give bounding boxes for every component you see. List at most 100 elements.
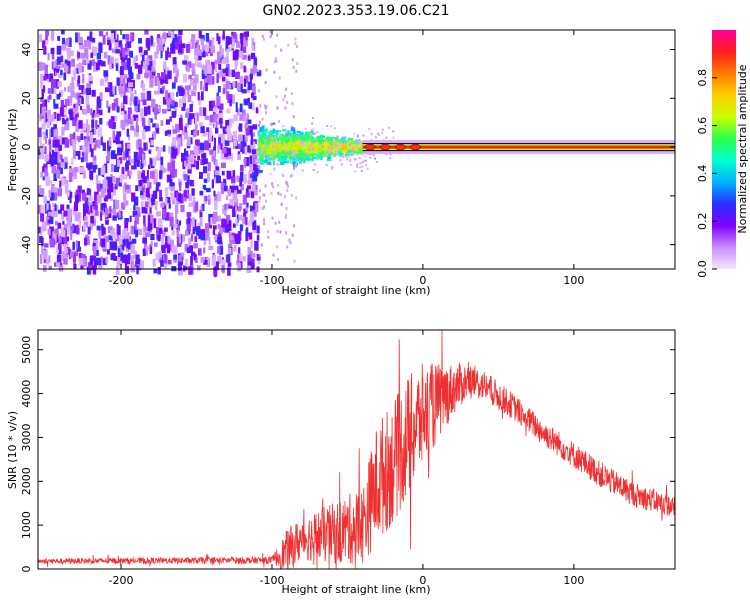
noise-cell — [124, 83, 128, 92]
noise-cell — [61, 126, 65, 136]
noise-cell — [199, 172, 203, 179]
noise-cell — [187, 114, 191, 123]
noise-cell — [190, 130, 196, 135]
transition-cell — [353, 132, 356, 135]
noise-cell — [89, 162, 93, 170]
noise-cell — [182, 93, 186, 99]
noise-cell — [207, 162, 211, 172]
noise-cell — [252, 102, 255, 111]
noise-cell — [184, 126, 187, 133]
noise-cell — [178, 30, 183, 35]
noise-cell — [40, 62, 46, 71]
transition-cell — [299, 155, 302, 158]
noise-cell — [85, 145, 88, 151]
noise-cell — [95, 174, 99, 184]
noise-cell — [221, 259, 226, 266]
noise-cell — [201, 153, 204, 159]
noise-cell — [249, 164, 252, 172]
noise-cell — [276, 106, 279, 110]
noise-cell — [265, 105, 268, 109]
transition-cell — [261, 144, 264, 149]
transition-cell — [257, 151, 260, 154]
transition-cell — [352, 146, 357, 150]
noise-cell — [143, 50, 148, 56]
transition-cell — [356, 135, 359, 138]
noise-cell — [173, 254, 178, 260]
noise-cell — [147, 119, 151, 130]
transition-cell — [361, 165, 364, 168]
noise-cell — [53, 99, 56, 105]
noise-cell — [227, 118, 233, 128]
noise-cell — [111, 150, 116, 160]
transition-cell — [342, 141, 345, 144]
noise-cell — [150, 170, 155, 179]
noise-cell — [86, 131, 89, 141]
noise-cell — [211, 37, 215, 48]
noise-cell — [286, 245, 289, 249]
noise-cell — [60, 69, 63, 76]
noise-cell — [127, 252, 131, 261]
noise-cell — [146, 57, 150, 65]
transition-cell — [278, 149, 283, 155]
noise-cell — [86, 104, 90, 113]
noise-cell — [107, 39, 112, 46]
noise-cell — [267, 235, 270, 239]
noise-cell — [83, 170, 86, 179]
noise-cell — [247, 145, 251, 153]
noise-cell — [44, 46, 47, 54]
noise-cell — [250, 191, 255, 199]
noise-cell — [92, 37, 96, 43]
noise-cell — [54, 240, 57, 245]
noise-cell — [112, 85, 116, 95]
noise-cell — [49, 233, 53, 239]
noise-cell — [166, 241, 172, 246]
noise-cell — [116, 212, 119, 219]
transition-cell — [272, 152, 275, 155]
noise-cell — [168, 146, 172, 154]
noise-cell — [78, 97, 82, 104]
noise-cell — [51, 210, 54, 219]
noise-cell — [56, 149, 61, 160]
noise-cell — [174, 36, 179, 45]
noise-cell — [220, 124, 223, 129]
noise-cell — [138, 64, 143, 74]
noise-cell — [156, 227, 159, 235]
noise-cell — [123, 61, 129, 71]
transition-cell — [329, 152, 332, 157]
noise-cell — [68, 172, 73, 182]
noise-cell — [42, 176, 47, 181]
noise-cell — [263, 222, 266, 226]
noise-cell — [54, 187, 58, 193]
transition-cell — [272, 145, 275, 148]
noise-cell — [136, 104, 140, 113]
transition-cell — [259, 154, 262, 157]
noise-cell — [81, 123, 87, 132]
noise-cell — [71, 58, 75, 67]
noise-cell — [56, 113, 60, 121]
noise-cell — [184, 123, 189, 128]
noise-cell — [174, 204, 179, 215]
transition-cell — [356, 143, 359, 146]
noise-cell — [124, 43, 128, 52]
noise-cell — [141, 188, 145, 193]
noise-cell — [126, 238, 129, 249]
noise-cell — [64, 229, 70, 235]
noise-cell — [106, 121, 109, 126]
noise-cell — [145, 232, 150, 237]
noise-cell — [270, 191, 273, 195]
noise-cell — [87, 36, 92, 43]
noise-cell — [54, 228, 59, 236]
noise-cell — [55, 139, 60, 148]
noise-cell — [58, 135, 63, 145]
noise-cell — [162, 96, 167, 105]
noise-cell — [38, 226, 41, 234]
noise-cell — [80, 52, 86, 59]
noise-cell — [48, 255, 51, 263]
noise-cell — [229, 198, 233, 206]
noise-cell — [144, 201, 149, 208]
transition-cell — [285, 137, 288, 140]
noise-cell — [251, 92, 255, 99]
noise-cell — [76, 92, 80, 98]
transition-cell — [282, 125, 285, 128]
noise-cell — [159, 197, 163, 202]
